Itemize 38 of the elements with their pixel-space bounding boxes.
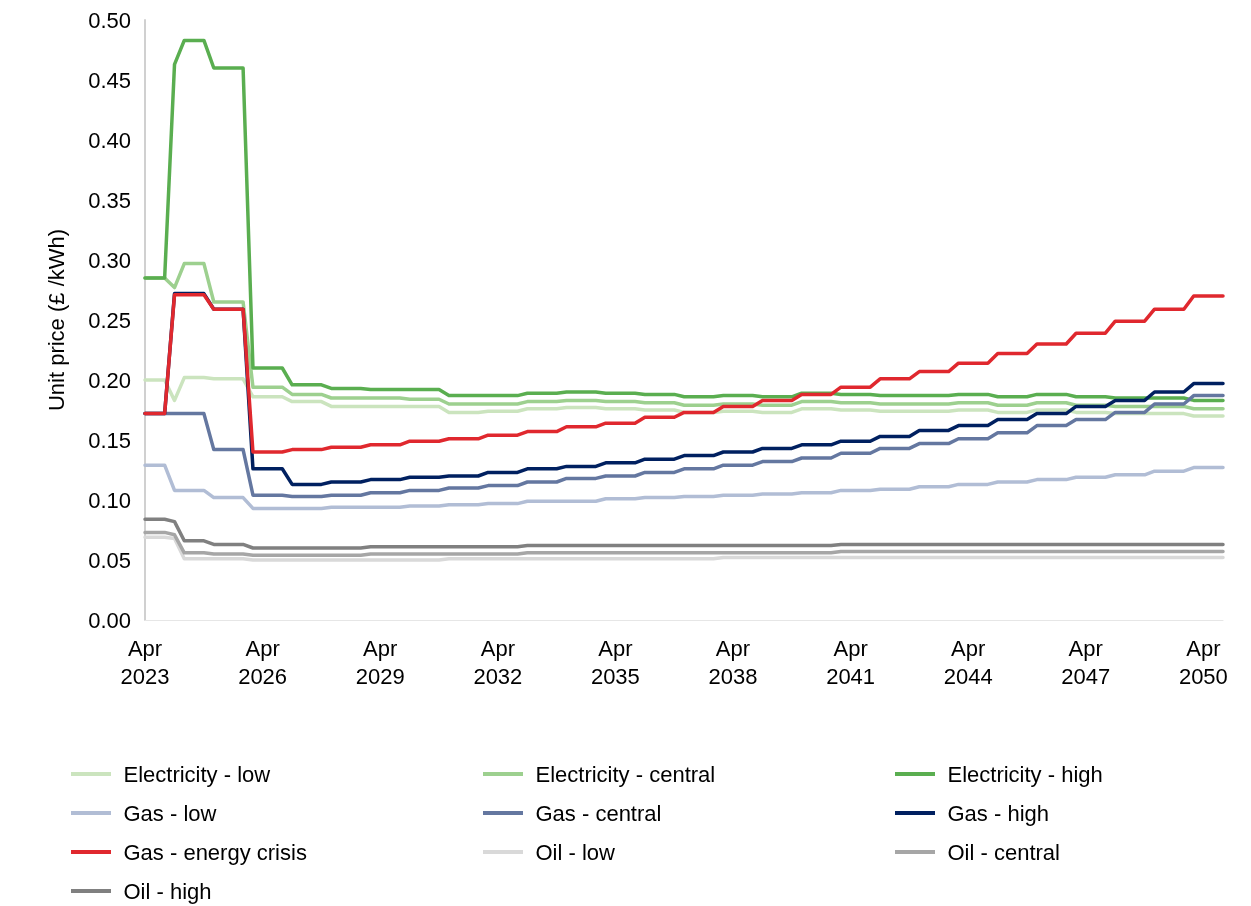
x-tick-label: Apr 2029: [355, 635, 405, 689]
x-tick-label: Apr 2041: [826, 635, 876, 689]
legend-label: Gas - high: [947, 800, 1049, 826]
legend-label: Gas - energy crisis: [123, 839, 307, 865]
y-tick-label: 0.40: [88, 127, 131, 153]
x-tick-label: Apr 2047: [1061, 635, 1111, 689]
line-series: [143, 38, 1225, 403]
legend-label: Oil - central: [947, 839, 1060, 865]
x-tick-label: Apr 2050: [1178, 635, 1228, 689]
y-tick-label: 0.00: [88, 607, 131, 633]
x-tick-label: Apr 2035: [590, 635, 640, 689]
line-series: [143, 517, 1225, 550]
line-series: [143, 463, 1225, 511]
x-tick-label: Apr 2044: [943, 635, 993, 689]
y-tick-label: 0.20: [88, 367, 131, 393]
legend-label: Gas - low: [123, 800, 217, 826]
legend-label: Electricity - low: [123, 761, 271, 787]
line-series: [143, 293, 1225, 454]
legend-label: Gas - central: [535, 800, 662, 826]
x-tick-label: Apr 2038: [708, 635, 758, 689]
legend-label: Electricity - central: [535, 761, 716, 787]
x-tick-label: Apr 2026: [238, 635, 288, 689]
x-tick-label: Apr 2032: [473, 635, 523, 689]
y-tick-label: 0.35: [88, 187, 131, 213]
line-series: [143, 375, 1225, 418]
legend-label: Oil - high: [123, 878, 212, 904]
y-axis-title: Unit price (£ /kWh): [43, 228, 69, 412]
y-tick-label: 0.05: [88, 547, 131, 573]
legend-label: Electricity - high: [947, 761, 1103, 787]
y-tick-label: 0.30: [88, 247, 131, 273]
y-tick-label: 0.10: [88, 487, 131, 513]
x-tick-label: Apr 2023: [120, 635, 170, 689]
y-tick-label: 0.15: [88, 427, 131, 453]
y-tick-label: 0.45: [88, 67, 131, 93]
y-tick-label: 0.25: [88, 307, 131, 333]
y-tick-label: 0.50: [88, 7, 131, 33]
legend-label: Oil - low: [535, 839, 616, 865]
line-series: [143, 530, 1225, 557]
